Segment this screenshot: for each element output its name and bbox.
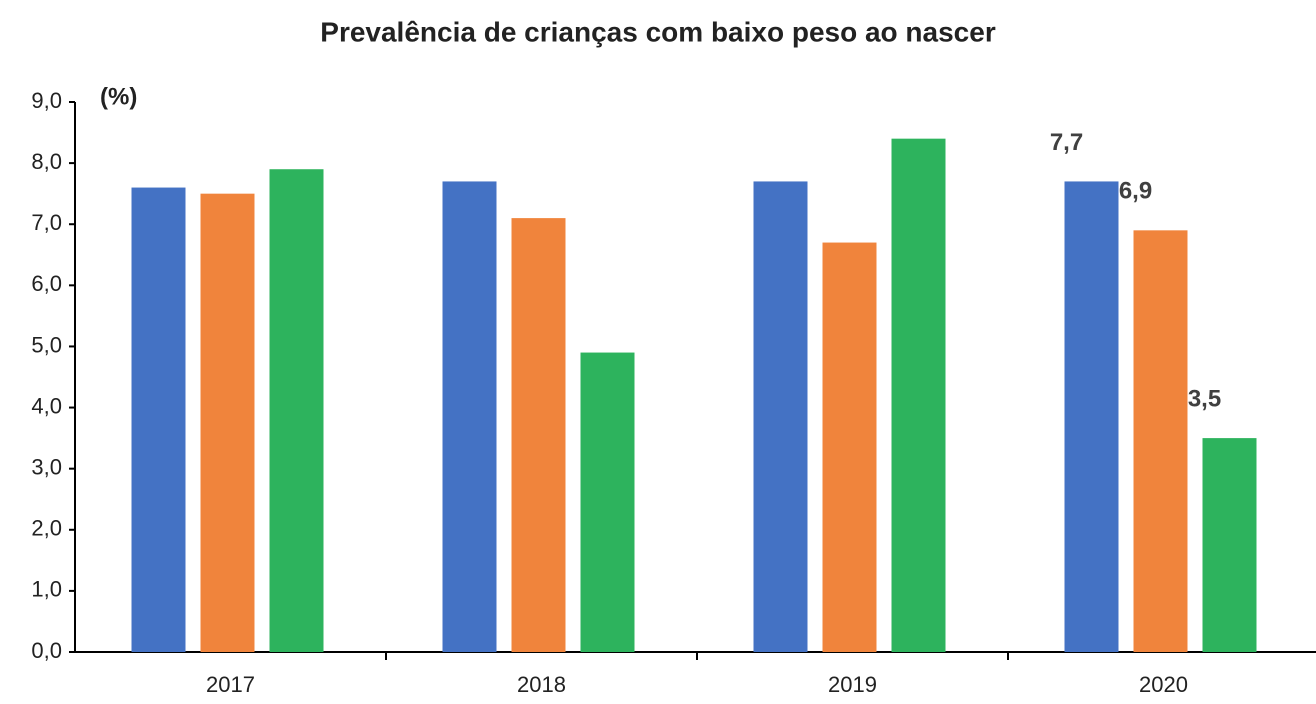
bar bbox=[580, 352, 635, 652]
bar bbox=[1133, 230, 1188, 653]
y-tick-label: 8,0 bbox=[31, 149, 62, 174]
data-label: 3,5 bbox=[1188, 385, 1221, 412]
y-tick-label: 4,0 bbox=[31, 393, 62, 418]
x-tick-label: 2019 bbox=[828, 672, 877, 697]
bar bbox=[131, 187, 186, 653]
bar bbox=[511, 218, 566, 652]
x-tick-label: 2017 bbox=[206, 672, 255, 697]
y-tick-label: 9,0 bbox=[31, 88, 62, 113]
y-tick-label: 2,0 bbox=[31, 516, 62, 541]
y-tick-label: 5,0 bbox=[31, 332, 62, 357]
chart-title: Prevalência de crianças com baixo peso a… bbox=[320, 16, 996, 47]
x-tick-label: 2020 bbox=[1139, 672, 1188, 697]
y-axis-label: (%) bbox=[100, 83, 137, 110]
bar bbox=[822, 242, 877, 653]
y-tick-label: 0,0 bbox=[31, 638, 62, 663]
y-tick-label: 1,0 bbox=[31, 577, 62, 602]
y-tick-label: 7,0 bbox=[31, 210, 62, 235]
bar bbox=[753, 181, 808, 652]
x-tick-label: 2018 bbox=[517, 672, 566, 697]
bar bbox=[200, 193, 255, 652]
bar bbox=[891, 138, 946, 652]
data-label: 7,7 bbox=[1050, 129, 1083, 156]
bar bbox=[269, 169, 324, 652]
bar bbox=[1064, 181, 1119, 652]
bar bbox=[1202, 438, 1257, 652]
bar bbox=[442, 181, 497, 652]
y-tick-label: 3,0 bbox=[31, 454, 62, 479]
y-tick-label: 6,0 bbox=[31, 271, 62, 296]
data-label: 6,9 bbox=[1119, 178, 1152, 205]
